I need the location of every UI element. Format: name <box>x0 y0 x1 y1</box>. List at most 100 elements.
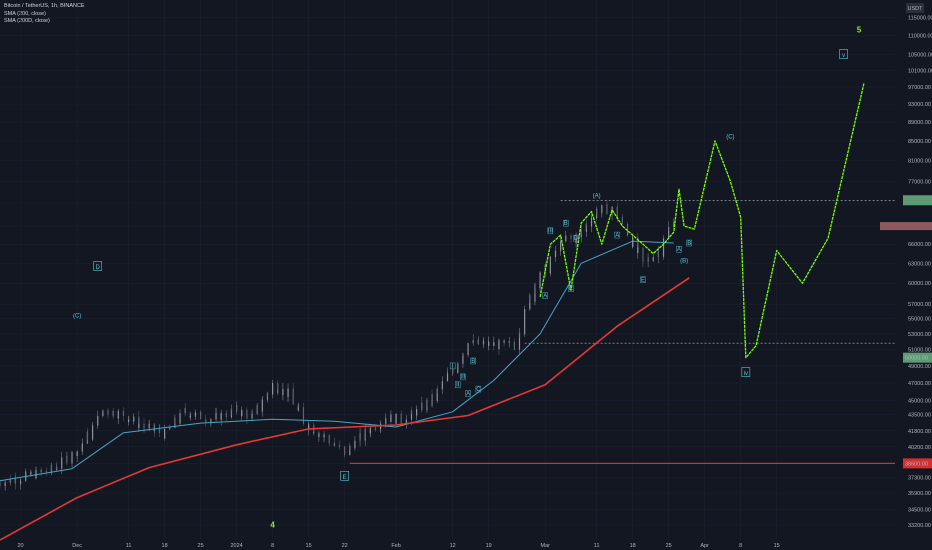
candle-body <box>138 423 140 428</box>
candle-body <box>25 474 27 481</box>
candle-body <box>287 388 289 397</box>
subwave-label: E <box>641 278 645 284</box>
candle-body <box>596 208 598 214</box>
indicator-sma200d[interactable]: SMA (200D, close) <box>4 18 50 24</box>
candle-body <box>652 257 654 260</box>
price-tick-label: 35900.00 <box>908 491 931 497</box>
price-tick-label: 81000.00 <box>908 159 931 165</box>
candle-body <box>66 455 68 464</box>
candle-body <box>272 383 274 384</box>
candle-body <box>498 340 500 350</box>
price-tick-label: 37300.00 <box>908 475 931 481</box>
price-tick-label: 57000.00 <box>908 302 931 308</box>
wave-label-v-box <box>839 49 848 59</box>
candle-body <box>616 206 618 219</box>
candle-body <box>297 407 299 411</box>
price-axis-ticks: 115000.00 110000.00 105000.00 101000.00 9700… <box>880 15 932 529</box>
candle-body <box>61 457 63 465</box>
candle-body <box>194 412 197 417</box>
candle-body <box>0 482 1 486</box>
candle-body <box>467 343 469 348</box>
subwave-box <box>614 231 620 239</box>
candle-body <box>621 221 623 224</box>
time-tick-label: 20 <box>18 543 24 549</box>
candle-body <box>488 341 490 346</box>
price-tick-label: 40200.00 <box>908 445 931 451</box>
price-tick-label: 49000.00 <box>908 364 931 370</box>
wave-label-b: (B) <box>680 259 688 265</box>
price-tick-label: 115000.00 <box>908 15 932 21</box>
price-tick-label: 43500.00 <box>908 413 931 419</box>
currency-label: USDT <box>908 6 924 12</box>
candle-body <box>457 363 459 364</box>
wave-label-c-top: (C) <box>726 135 734 141</box>
candle-body <box>40 470 42 472</box>
candle-body <box>560 241 562 250</box>
candle-body <box>107 413 109 415</box>
level-box-green <box>903 195 932 206</box>
price-axis-bg[interactable] <box>896 0 932 540</box>
candle-body <box>385 420 387 424</box>
candle-body <box>524 309 526 318</box>
wave-label-d-box <box>93 261 103 271</box>
subwave-label: B <box>687 241 691 247</box>
candle-body <box>462 353 464 356</box>
candle-body <box>662 242 665 257</box>
indicator-sma200[interactable]: SMA (200, close) <box>4 10 46 17</box>
subwave-label: A <box>615 233 619 239</box>
symbol-title[interactable]: Bitcoin / TetherUS, 1h, BINANCE <box>4 3 85 9</box>
subwave-box <box>542 292 548 299</box>
subwave-label: C <box>476 387 481 393</box>
time-tick-label: 12 <box>450 543 456 549</box>
candle-body <box>71 452 73 458</box>
subwave-label: D <box>574 236 579 242</box>
candle-body <box>241 409 243 417</box>
sma-200d-line <box>0 277 690 541</box>
price-tick-label: 60000.00 <box>908 281 931 287</box>
candle-body <box>565 236 567 242</box>
subwave-label: A <box>677 247 681 253</box>
candle-body <box>261 399 263 403</box>
candle-body <box>91 425 94 428</box>
candle-body <box>143 427 145 428</box>
candle-body <box>158 429 161 433</box>
candle-body <box>446 373 449 375</box>
price-tick-label: 34500.00 <box>908 507 931 513</box>
candle-body <box>400 422 402 424</box>
candle-body <box>153 429 155 431</box>
candle-body <box>236 405 238 412</box>
candle-body <box>35 469 37 478</box>
candle-body <box>421 402 423 411</box>
subwave-label: III <box>460 375 465 381</box>
candle-body <box>292 401 294 405</box>
price-tick-label: 45000.00 <box>908 399 931 405</box>
subwave-label: C <box>569 286 574 292</box>
subwave-label: II <box>456 382 460 388</box>
candle-body <box>446 374 449 382</box>
candle-body <box>482 341 485 343</box>
candle-body <box>626 223 629 235</box>
candle-body <box>452 369 454 373</box>
subwave-box <box>686 239 692 247</box>
time-tick-label: Apr <box>700 543 709 549</box>
subwave-box <box>465 390 471 397</box>
candle-body <box>529 295 531 302</box>
candle-body <box>575 237 577 244</box>
time-tick-label: 8 <box>271 543 274 549</box>
candle-body <box>359 433 361 441</box>
candle-body <box>50 465 53 470</box>
candle-body <box>585 223 587 227</box>
candle-body <box>493 342 495 346</box>
time-tick-label: 18 <box>162 543 168 549</box>
candle-body <box>230 408 233 411</box>
wave-label-e-box <box>340 470 349 481</box>
wave-label-iv: iv <box>744 371 748 377</box>
subwave-label: I <box>452 364 454 370</box>
candle-body <box>590 221 593 227</box>
subwave-box <box>676 246 682 253</box>
candle-body <box>323 435 325 438</box>
candle-body <box>642 259 644 262</box>
candle-body <box>364 428 366 434</box>
subwave-box <box>449 362 456 370</box>
